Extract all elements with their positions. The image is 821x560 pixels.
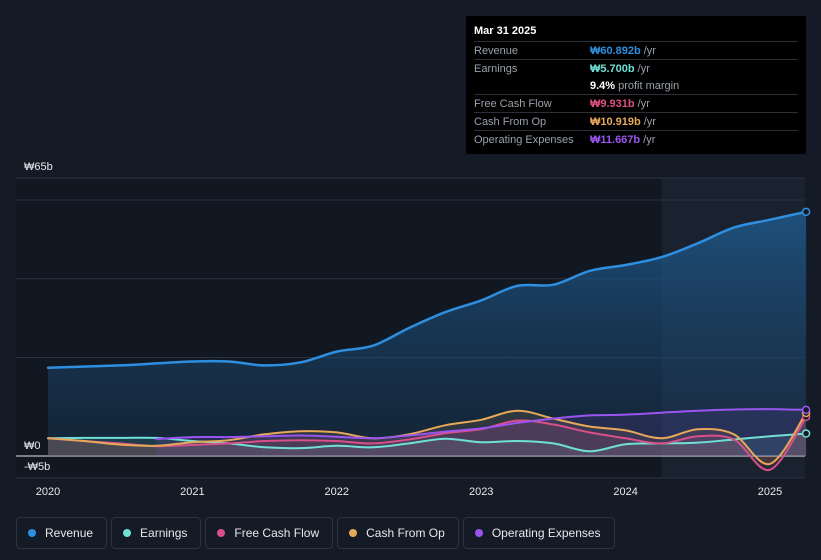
free-cash-flow-area <box>48 416 807 471</box>
tooltip-value: ₩11.667b <box>590 133 641 146</box>
tooltip-label: Cash From Op <box>474 115 547 128</box>
legend-item-cash-from-op[interactable]: Cash From Op <box>337 517 459 549</box>
tooltip-row-earnings: Earnings ₩5.700b /yr <box>474 59 798 77</box>
x-tick-label: 2023 <box>469 486 493 498</box>
legend-label: Free Cash Flow <box>234 526 320 540</box>
legend-dot-icon <box>474 529 483 537</box>
tooltip-value: ₩60.892b <box>590 44 641 57</box>
legend-item-operating-expenses[interactable]: Operating Expenses <box>462 517 615 549</box>
legend-dot-icon <box>123 529 132 537</box>
legend: Revenue Earnings Free Cash Flow Cash Fro… <box>16 517 615 549</box>
legend-item-free-cash-flow[interactable]: Free Cash Flow <box>205 517 334 549</box>
tooltip-row-free-cash-flow: Free Cash Flow ₩9.931b /yr <box>474 94 798 112</box>
legend-item-earnings[interactable]: Earnings <box>111 517 202 549</box>
tooltip-row-operating-expenses: Operating Expenses ₩11.667b /yr <box>474 130 798 148</box>
tooltip-row-profit-margin: 9.4% profit margin <box>474 77 798 94</box>
revenue-line[interactable] <box>46 210 808 370</box>
legend-label: Cash From Op <box>366 526 445 540</box>
x-axis-labels: 2020 2021 2022 2023 2024 2025 <box>36 486 782 498</box>
revenue-endpoint <box>801 207 811 217</box>
free-cash-flow-line[interactable] <box>47 415 808 471</box>
series-lines <box>46 210 808 471</box>
tooltip-value: ₩9.931b <box>590 97 635 110</box>
tooltip-date: Mar 31 2025 <box>474 25 537 37</box>
operating-expenses-endpoint <box>801 405 811 415</box>
legend-dot-icon <box>217 529 226 537</box>
tooltip-label: Operating Expenses <box>474 133 574 146</box>
y-tick-label: -₩5b <box>24 461 50 473</box>
x-tick-label: 2025 <box>758 486 782 498</box>
tooltip-unit: profit margin <box>618 79 680 92</box>
cash-from-op-line[interactable] <box>47 409 808 465</box>
tooltip-row-cash-from-op: Cash From Op ₩10.919b /yr <box>474 112 798 130</box>
tooltip-unit: /yr <box>643 133 656 146</box>
legend-label: Earnings <box>140 526 188 540</box>
revenue-area <box>48 211 807 456</box>
y-tick-label: ₩65b <box>24 161 53 173</box>
earnings-area <box>48 433 807 456</box>
tooltip-label: Revenue <box>474 44 519 57</box>
series-areas <box>48 211 807 471</box>
series-endpoints <box>801 207 811 438</box>
cash-from-op-area <box>48 410 807 465</box>
x-tick-label: 2022 <box>325 486 349 498</box>
x-tick-label: 2020 <box>36 486 60 498</box>
tooltip-value: 9.4% <box>590 79 616 92</box>
legend-dot-icon <box>28 529 36 537</box>
tooltip-unit: /yr <box>643 115 656 128</box>
x-tick-label: 2024 <box>613 486 637 498</box>
tooltip-label: Earnings <box>474 62 518 75</box>
y-axis-labels: ₩65b ₩0 -₩5b <box>24 161 53 473</box>
legend-label: Operating Expenses <box>491 526 601 540</box>
tooltip-value: ₩10.919b <box>590 115 641 128</box>
financial-chart[interactable]: ₩65b ₩0 -₩5b 2020 2021 2022 2023 2024 2025 <box>0 0 821 510</box>
tooltip-row-revenue: Revenue ₩60.892b /yr <box>474 41 798 59</box>
tooltip-panel: Mar 31 2025 Revenue ₩60.892b /yr Earning… <box>466 16 806 154</box>
tooltip-label: Free Cash Flow <box>474 97 552 110</box>
legend-dot-icon <box>349 529 358 537</box>
tooltip-value: ₩5.700b <box>590 62 635 75</box>
legend-label: Revenue <box>45 526 94 540</box>
operating-expenses-line[interactable] <box>155 408 808 441</box>
x-tick-label: 2021 <box>180 486 204 498</box>
earnings-line[interactable] <box>47 432 808 453</box>
y-tick-label: ₩0 <box>24 440 41 452</box>
tooltip-unit: /yr <box>643 44 656 57</box>
earnings-endpoint <box>801 429 811 438</box>
legend-item-revenue[interactable]: Revenue <box>16 517 108 549</box>
tooltip-unit: /yr <box>637 97 650 110</box>
tooltip-unit: /yr <box>637 62 650 75</box>
